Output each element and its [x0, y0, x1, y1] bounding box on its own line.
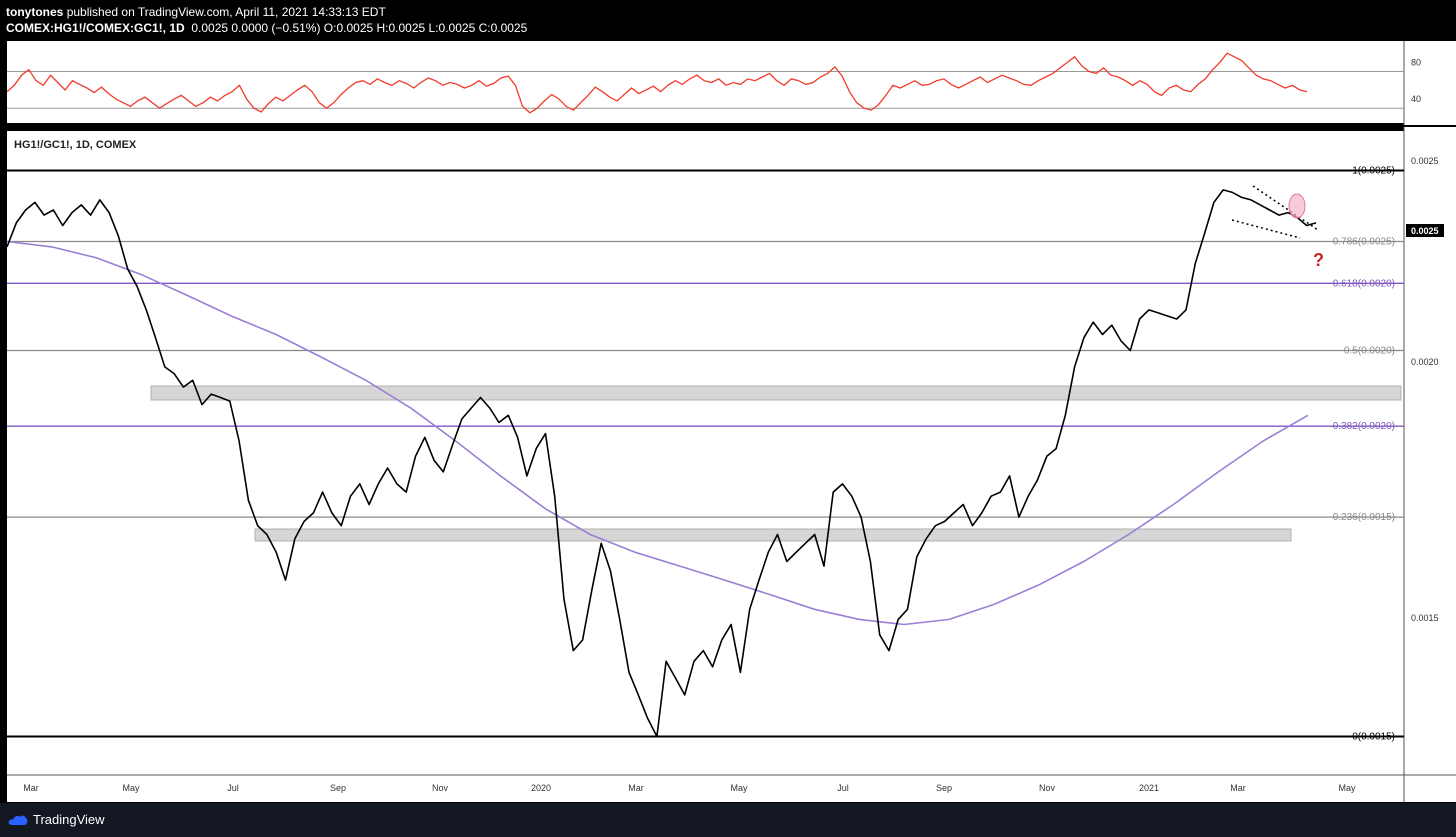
price-tick-1: 0.0020 — [1411, 357, 1439, 367]
time-axis — [7, 775, 1404, 802]
time-tick-10: Nov — [1039, 783, 1056, 793]
footer-bar: TradingView — [0, 803, 1456, 837]
oscillator-line — [6, 52, 1308, 114]
wedge-upper-trendline — [1252, 185, 1319, 231]
time-tick-5: 2020 — [531, 783, 551, 793]
highlight-circle — [1288, 193, 1306, 219]
price-pane — [7, 131, 1404, 775]
fib-label-0: 1(0.0025) — [1352, 165, 1395, 176]
time-tick-0: Mar — [23, 783, 39, 793]
support-zones — [150, 385, 1402, 542]
time-tick-8: Jul — [837, 783, 849, 793]
annotations: ? — [1231, 185, 1324, 270]
footer-brand: TradingView — [33, 812, 105, 827]
oscillator-tick-1: 40 — [1411, 94, 1421, 104]
question-mark-annotation: ? — [1313, 250, 1324, 270]
price-tick-0: 0.0025 — [1411, 156, 1439, 166]
publisher-name[interactable]: tonytones — [6, 5, 64, 19]
fib-label-6: 0(0.0015) — [1352, 732, 1395, 743]
price-tick-2: 0.0015 — [1411, 613, 1439, 623]
time-tick-9: Sep — [936, 783, 952, 793]
ticker-label: COMEX:HG1!/COMEX:GC1!, 1D — [6, 21, 185, 35]
price-axis — [1404, 41, 1456, 802]
oscillator-tick-0: 80 — [1411, 57, 1421, 67]
published-info: published on TradingView.com, April 11, … — [66, 5, 386, 19]
fib-label-2: 0.618(0.0020) — [1333, 278, 1395, 289]
symbol-label: HG1!/GC1!, 1D, COMEX — [14, 139, 137, 151]
time-tick-7: May — [730, 783, 748, 793]
fib-label-5: 0.236(0.0015) — [1333, 512, 1395, 523]
oscillator-layer — [6, 52, 1404, 114]
resistance-zone-lower — [254, 528, 1292, 542]
moving-average-layer — [6, 240, 1309, 626]
time-tick-6: Mar — [628, 783, 644, 793]
time-tick-2: Jul — [227, 783, 239, 793]
resistance-zone-upper — [150, 385, 1402, 401]
time-tick-12: Mar — [1230, 783, 1246, 793]
fib-label-4: 0.382(0.0020) — [1333, 421, 1395, 432]
quote-values: 0.0025 0.0000 (−0.51%) O:0.0025 H:0.0025… — [191, 21, 528, 35]
oscillator-pane — [7, 41, 1404, 123]
time-tick-4: Nov — [432, 783, 449, 793]
last-price-text: 0.0025 — [1411, 226, 1439, 236]
time-tick-13: May — [1338, 783, 1356, 793]
price-layer — [6, 189, 1317, 738]
fib-levels: 1(0.0025) 0.786(0.0025) 0.618(0.0020) 0.5(0… — [7, 165, 1404, 743]
time-tick-11: 2021 — [1139, 783, 1159, 793]
chart-header: tonytones published on TradingView.com, … — [6, 4, 527, 36]
time-tick-1: May — [122, 783, 140, 793]
price-line — [6, 189, 1317, 738]
fib-label-3: 0.5(0.0020) — [1344, 345, 1395, 356]
last-price-label: 0.0025 — [1406, 224, 1444, 237]
moving-average-line — [6, 240, 1309, 626]
axis-labels: 80 40 0.0025 0.0020 0.0015 0.0025 Mar May Jul Sep… — [23, 57, 1444, 793]
cloud-logo-icon — [8, 815, 28, 825]
fib-label-1: 0.786(0.0025) — [1333, 236, 1395, 247]
chart-canvas: 1(0.0025) 0.786(0.0025) 0.618(0.0020) 0.5(0… — [6, 41, 1456, 802]
wedge-lower-trendline — [1231, 219, 1301, 239]
tradingview-logo[interactable]: TradingView — [8, 812, 105, 827]
time-tick-3: Sep — [330, 783, 346, 793]
